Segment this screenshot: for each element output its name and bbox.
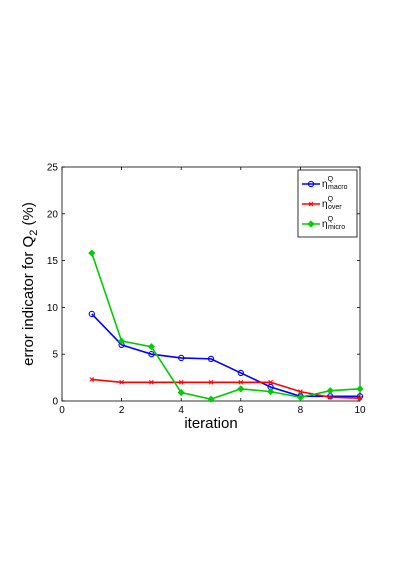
series-macro — [88, 310, 364, 400]
data-point-micro — [326, 387, 334, 395]
data-point-micro — [267, 388, 275, 396]
y-axis-label-main: error indicator for Q — [20, 236, 37, 366]
legend-label: ηQ over — [322, 196, 342, 211]
data-point-micro — [237, 385, 245, 393]
y-axis-label-subscript: 2 — [28, 230, 40, 236]
data-point-over — [357, 395, 363, 401]
data-point-macro — [148, 351, 155, 358]
y-axis-label-suffix: (%) — [20, 202, 37, 230]
x-tick-label: 6 — [238, 405, 244, 416]
y-tick-label: 20 — [47, 209, 59, 220]
legend-item-over: ηQ over — [302, 196, 342, 211]
y-tick-label: 25 — [47, 163, 59, 174]
legend-item-macro: ηQ macro — [302, 176, 348, 191]
series-line-over — [91, 378, 361, 399]
series-line-macro — [91, 313, 360, 398]
x-tick-label: 0 — [59, 405, 65, 416]
y-tick-label: 10 — [47, 303, 59, 314]
data-point-over — [208, 379, 214, 385]
data-point-over — [238, 379, 244, 385]
plot-area: 0 2 4 6 8 10 0 5 10 15 20 25 — [47, 163, 366, 417]
legend: ηQ macro ηQ over ηQ micro — [297, 169, 358, 238]
x-tick-label: 10 — [354, 405, 366, 416]
data-point-micro — [207, 395, 215, 403]
y-axis-label: error indicator for Q2 (%) — [20, 202, 40, 366]
y-tick-label: 5 — [52, 350, 58, 361]
legend-marker — [307, 180, 315, 188]
data-point-micro — [296, 393, 304, 401]
data-point-over — [298, 389, 303, 394]
data-point-macro — [237, 369, 244, 377]
data-point-over — [119, 379, 124, 385]
x-axis-label: iteration — [184, 415, 237, 432]
data-point-macro — [356, 393, 364, 400]
data-point-micro — [147, 343, 155, 351]
data-point-over — [178, 379, 184, 385]
series-micro — [88, 249, 364, 403]
data-point-macro — [207, 355, 215, 363]
data-point-micro — [177, 389, 185, 397]
legend-marker — [307, 220, 315, 228]
data-point-macro — [178, 354, 185, 362]
data-point-over — [268, 379, 273, 385]
data-point-micro — [118, 337, 126, 345]
legend-label: ηQ macro — [322, 176, 348, 191]
data-point-over — [89, 377, 95, 382]
data-point-micro — [356, 385, 364, 393]
x-tick-label: 2 — [119, 405, 125, 416]
data-point-micro — [88, 249, 96, 257]
data-point-macro — [88, 310, 95, 318]
x-tick-label: 8 — [298, 405, 304, 416]
data-point-over — [327, 394, 333, 400]
legend-label: ηQ micro — [322, 216, 345, 231]
data-point-over — [149, 379, 154, 385]
x-tick-label: 4 — [178, 405, 184, 416]
series-line-micro — [91, 252, 361, 400]
legend-item-micro: ηQ micro — [302, 216, 345, 231]
y-tick-label: 15 — [47, 256, 59, 267]
y-tick-label: 0 — [52, 397, 58, 408]
legend-marker — [308, 201, 314, 207]
